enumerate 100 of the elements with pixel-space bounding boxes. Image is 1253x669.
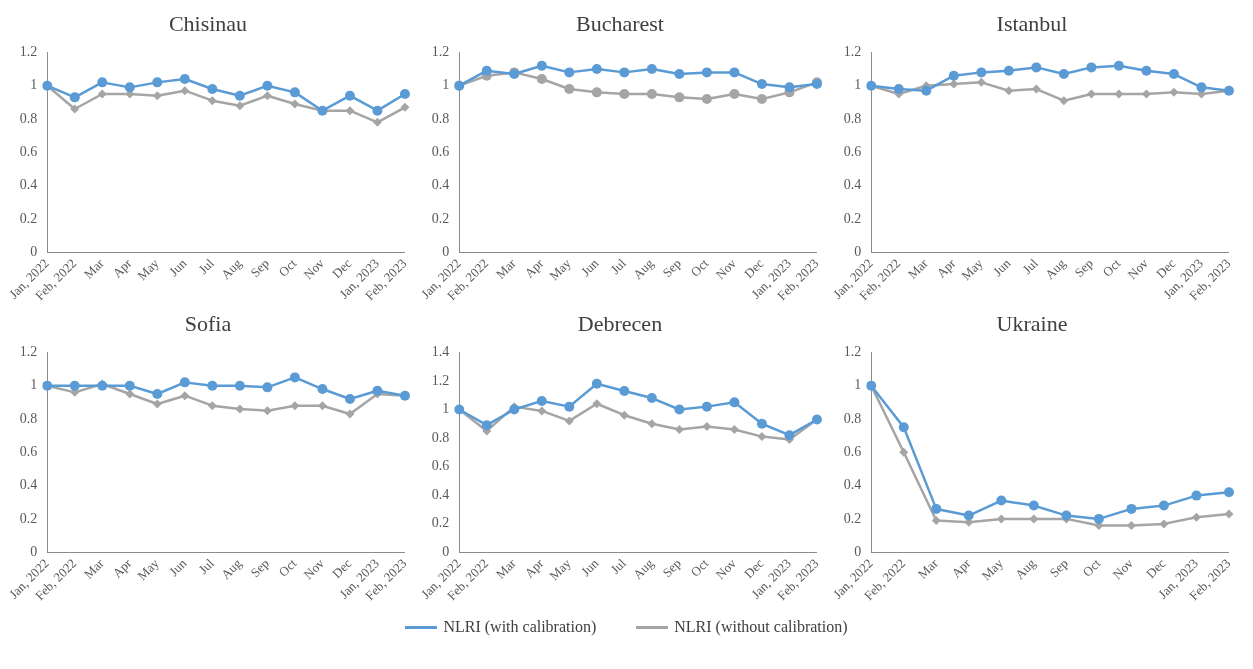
y-tick-label: 0.6 <box>19 143 38 159</box>
point <box>701 401 712 412</box>
point <box>1004 86 1014 96</box>
y-tick-label: 0.8 <box>19 110 38 126</box>
y-tick-label: 0 <box>854 243 862 259</box>
point <box>564 67 575 78</box>
x-tick-label: Apr <box>521 555 547 581</box>
y-tick-label: 0.2 <box>431 210 450 226</box>
point <box>893 84 904 95</box>
point <box>317 384 328 395</box>
point <box>1141 65 1152 76</box>
point <box>931 516 941 526</box>
point <box>756 79 767 90</box>
x-tick-label: Apr <box>109 555 135 581</box>
point <box>729 67 740 78</box>
point <box>262 80 273 91</box>
y-tick-label: 1 <box>854 77 862 93</box>
x-tick-label: Aug <box>1041 255 1069 283</box>
y-tick-label: 0.8 <box>843 110 862 126</box>
y-tick-label: 0.8 <box>843 410 862 426</box>
point <box>234 380 245 391</box>
point <box>757 432 767 442</box>
x-tick-label: Aug <box>629 555 657 583</box>
point <box>152 77 163 88</box>
y-tick-label: 1.2 <box>19 44 38 60</box>
point <box>1191 512 1201 522</box>
x-tick-label: Dec <box>1143 555 1169 582</box>
point <box>69 380 80 391</box>
point <box>70 104 80 114</box>
point <box>179 74 190 85</box>
x-tick-label: May <box>546 255 575 284</box>
point <box>1061 510 1072 521</box>
point <box>564 84 575 95</box>
point <box>756 94 767 105</box>
y-tick-label: 0.4 <box>19 177 38 193</box>
y-tick-label: 0.6 <box>19 443 38 459</box>
x-tick-label: Oct <box>275 255 300 280</box>
x-tick-label: Nov <box>712 255 740 283</box>
point <box>702 422 712 432</box>
legend-label: NLRI (without calibration) <box>674 618 848 636</box>
point <box>262 91 272 101</box>
chart-title: Sofia <box>184 310 232 336</box>
y-tick-label: 0.4 <box>19 477 38 493</box>
y-tick-label: 0.4 <box>843 477 862 493</box>
point <box>729 424 739 434</box>
point <box>646 393 657 404</box>
point <box>345 409 355 419</box>
chart-title: Istanbul <box>996 10 1068 36</box>
x-tick-label: Sep <box>1071 255 1096 281</box>
point <box>619 385 630 396</box>
point <box>1113 60 1124 71</box>
x-tick-label: Dec <box>329 255 355 282</box>
point <box>591 64 602 75</box>
x-tick-label: Sep <box>1046 555 1071 581</box>
chart-title: Chisinau <box>168 10 248 36</box>
y-tick-label: 0.4 <box>431 177 450 193</box>
y-tick-label: 1 <box>442 401 450 417</box>
point <box>592 399 602 409</box>
y-tick-label: 0 <box>854 543 862 559</box>
y-tick-label: 0.4 <box>431 486 450 502</box>
x-tick-label: Aug <box>1011 555 1039 583</box>
point <box>289 372 300 383</box>
y-tick-label: 1 <box>30 377 38 393</box>
y-tick-label: 1 <box>854 377 862 393</box>
point <box>97 89 107 99</box>
point <box>152 91 162 101</box>
x-tick-label: Mar <box>492 555 520 582</box>
point <box>180 86 190 96</box>
point <box>564 416 574 426</box>
point <box>290 401 300 411</box>
x-tick-label: Apr <box>521 255 547 281</box>
chart-title: Bucharest <box>576 10 664 36</box>
point <box>400 102 410 112</box>
x-tick-label: Apr <box>948 555 974 581</box>
x-tick-label: Dec <box>329 555 355 582</box>
y-tick-label: 1.2 <box>19 344 38 360</box>
x-tick-label: Jun <box>165 255 190 280</box>
y-tick-label: 0.2 <box>19 510 38 526</box>
point <box>1059 96 1069 106</box>
x-tick-label: Dec <box>741 255 767 282</box>
point <box>344 394 355 405</box>
point <box>152 399 162 409</box>
x-tick-label: Mar <box>492 255 520 282</box>
y-tick-label: 1.2 <box>431 44 450 60</box>
x-tick-label: Dec <box>1153 255 1179 282</box>
point <box>179 377 190 388</box>
point <box>481 420 492 431</box>
point <box>619 67 630 78</box>
point <box>784 82 795 93</box>
point <box>1058 69 1069 80</box>
x-tick-label: Apr <box>933 255 959 281</box>
x-tick-label: Aug <box>217 555 245 583</box>
x-tick-label: May <box>958 255 987 284</box>
y-tick-label: 0 <box>442 543 450 559</box>
x-tick-label: Jun <box>577 255 602 280</box>
point <box>931 503 942 514</box>
y-tick-label: 1 <box>442 77 450 93</box>
y-tick-label: 1 <box>30 77 38 93</box>
point <box>69 92 80 103</box>
x-tick-label: Jul <box>1019 255 1042 277</box>
